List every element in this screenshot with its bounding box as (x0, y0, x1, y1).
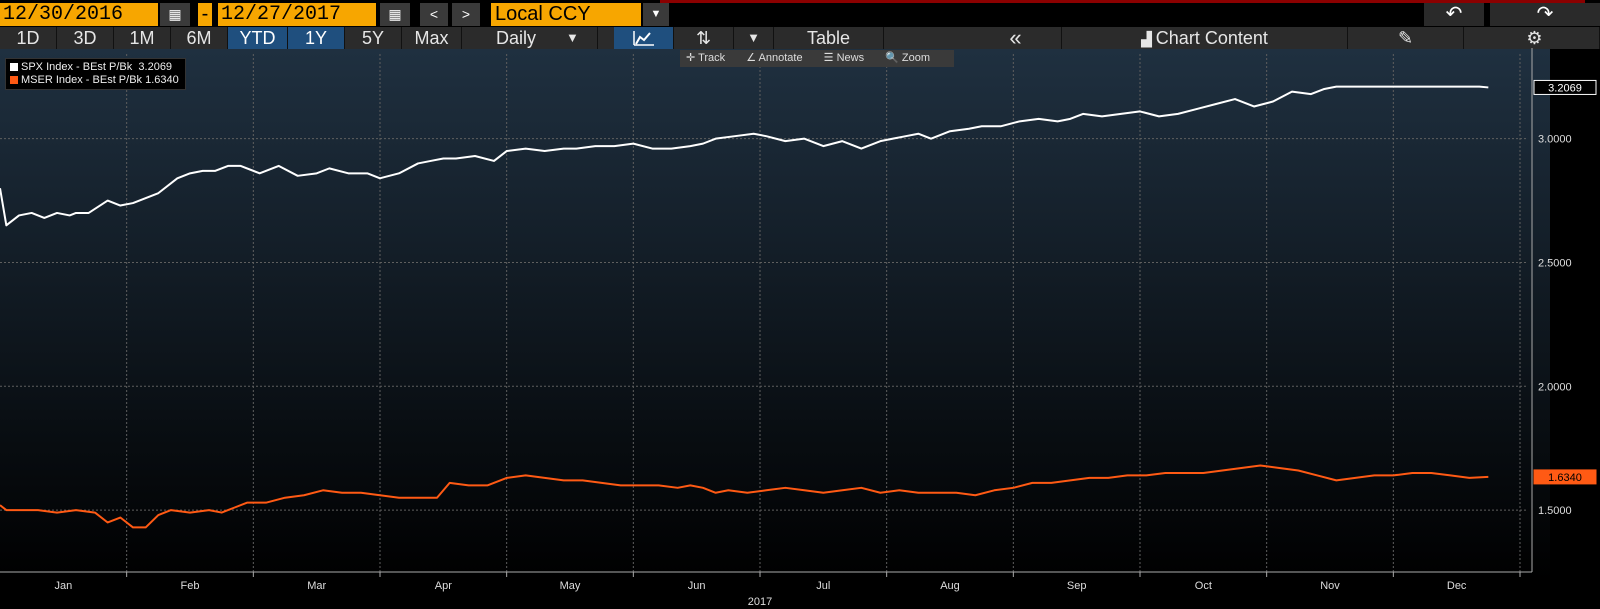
currency-dropdown-icon[interactable]: ▼ (643, 3, 669, 26)
bar-chart-icon[interactable]: ⇅ (674, 27, 734, 49)
frequency-select[interactable]: Daily ▼ (482, 27, 598, 49)
x-tick-label: Nov (1320, 580, 1340, 592)
x-tick-label: Sep (1067, 580, 1087, 592)
x-tick-label: Jan (54, 580, 72, 592)
x-tick-label: May (560, 580, 581, 592)
x-tick-label: Oct (1195, 580, 1212, 592)
legend-item-mser[interactable]: MSER Index - BEst P/Bk 1.6340 (10, 74, 179, 87)
period-1d[interactable]: 1D (0, 27, 57, 49)
line-chart-glyph (633, 31, 654, 46)
news-button[interactable]: ☰ News (823, 52, 865, 64)
period-3d[interactable]: 3D (57, 27, 114, 49)
line-chart-icon[interactable] (614, 27, 674, 49)
period-1y[interactable]: 1Y (288, 27, 345, 49)
collapse-icon[interactable]: « (970, 27, 1062, 49)
x-tick-label: Aug (940, 580, 960, 592)
end-date-input[interactable]: 12/27/2017 (218, 3, 376, 26)
chart-type-dropdown-icon[interactable]: ▼ (734, 27, 774, 49)
zoom-label: Zoom (901, 52, 931, 64)
x-tick-label: Jul (816, 580, 830, 592)
legend-label-spx: SPX Index - BEst P/Bk (21, 61, 133, 73)
frequency-dropdown-icon: ▼ (566, 30, 579, 45)
period-toolbar (0, 27, 1600, 49)
period-ytd[interactable]: YTD (228, 27, 288, 49)
chart-content-label: Chart Content (1155, 28, 1268, 48)
legend-swatch-spx (10, 63, 18, 71)
chart-content-button[interactable]: ▟ Chart Content (1062, 27, 1348, 49)
period-5y[interactable]: 5Y (345, 27, 402, 49)
undo-icon[interactable]: ↶ (1424, 3, 1484, 26)
next-range-button[interactable]: > (452, 3, 480, 26)
y-tick-label: 3.0000 (1538, 134, 1572, 146)
legend[interactable]: SPX Index - BEst P/Bk 3.2069 MSER Index … (5, 58, 186, 90)
frequency-label: Daily (496, 28, 537, 48)
y-tick-label: 2.0000 (1538, 381, 1572, 393)
start-date-input[interactable]: 12/30/2016 (0, 3, 158, 26)
plot-background (0, 49, 1550, 581)
x-year-label: 2017 (748, 596, 772, 608)
period-max[interactable]: Max (402, 27, 462, 49)
chart-tools-bar: ✛ Track ∠ Annotate ☰ News 🔍 Zoom (680, 50, 955, 67)
x-tick-label: Feb (181, 580, 200, 592)
last-value-tag-mser: 1.6340 (1533, 469, 1597, 485)
currency-select[interactable]: Local CCY (491, 3, 641, 26)
chart-content-icon: ▟ (1141, 31, 1156, 47)
x-tick-label: Dec (1447, 580, 1467, 592)
legend-value-spx: 3.2069 (138, 61, 173, 73)
y-tick-label: 2.5000 (1538, 257, 1572, 269)
legend-item-spx[interactable]: SPX Index - BEst P/Bk 3.2069 (10, 61, 179, 74)
news-label: News (836, 52, 865, 64)
track-label: Track (698, 52, 726, 64)
edit-icon[interactable]: ✎ (1348, 27, 1464, 49)
legend-label-mser: MSER Index - BEst P/Bk (21, 74, 143, 86)
prev-range-button[interactable]: < (420, 3, 448, 26)
annotate-label: Annotate (758, 52, 803, 64)
x-tick-label: Apr (435, 580, 452, 592)
header-accent-line (660, 0, 1585, 3)
last-value-text: 1.6340 (1548, 472, 1582, 484)
last-value-text: 3.2069 (1548, 82, 1582, 94)
redo-icon[interactable]: ↷ (1490, 3, 1600, 26)
table-button[interactable]: Table (774, 27, 884, 49)
x-tick-label: Jun (688, 580, 706, 592)
period-6m[interactable]: 6M (171, 27, 228, 49)
date-range-dash: - (198, 3, 212, 26)
annotate-button[interactable]: ∠ Annotate (746, 52, 803, 64)
y-tick-label: 1.5000 (1538, 505, 1572, 517)
legend-swatch-mser (10, 76, 18, 84)
start-calendar-icon[interactable]: ▦ (160, 3, 190, 26)
period-1m[interactable]: 1M (114, 27, 171, 49)
series-line-spx (0, 85, 1489, 227)
last-value-box (1533, 79, 1597, 95)
last-value-box (1533, 469, 1597, 485)
zoom-button[interactable]: 🔍 Zoom (885, 52, 931, 64)
series-line-mser (0, 464, 1489, 529)
track-button[interactable]: ✛ Track (686, 52, 726, 64)
x-tick-label: Mar (307, 580, 326, 592)
last-value-tag-spx: 3.2069 (1533, 79, 1597, 95)
end-calendar-icon[interactable]: ▦ (380, 3, 410, 26)
legend-value-mser: 1.6340 (145, 74, 179, 86)
